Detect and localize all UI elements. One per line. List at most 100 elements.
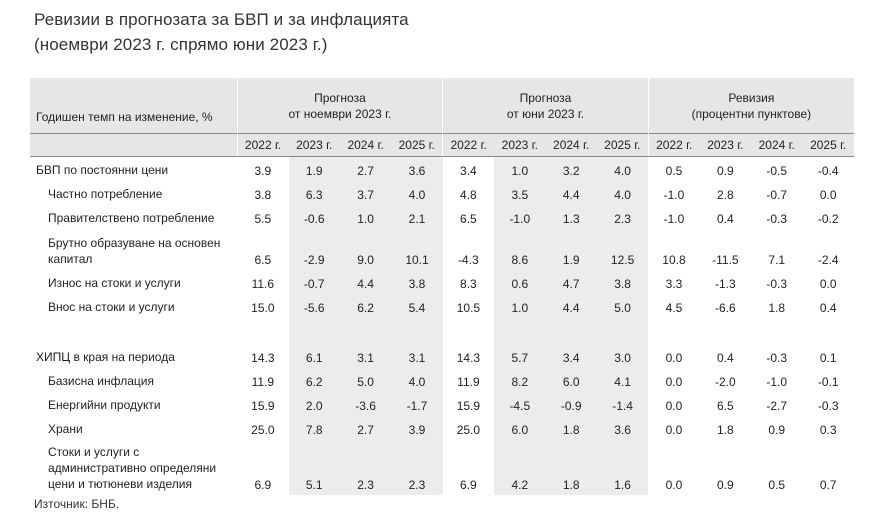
table-cell: 4.8	[460, 188, 477, 202]
table-cell: 3.4	[460, 164, 477, 178]
table-cell: 7.8	[288, 416, 340, 440]
table-cell: -1.0	[494, 205, 546, 229]
table-cell: 0.6	[494, 270, 546, 294]
table-cell: 15.9	[456, 399, 481, 413]
table-cell: -0.3	[766, 277, 788, 291]
table-cell: 6.1	[288, 344, 340, 368]
table-cell: 8.6	[494, 229, 546, 270]
table-cell: 3.7	[339, 181, 392, 205]
table-cell: 6.3	[288, 181, 340, 205]
table-cell: 2.3	[339, 440, 392, 495]
table-cell: 1.3	[545, 205, 597, 229]
table-cell: 25.0	[456, 423, 481, 437]
table-cell: 4.4	[545, 294, 597, 318]
year-header: 2025 г.	[391, 133, 443, 157]
table-cell: 8.2	[494, 368, 546, 392]
table-cell: 0.7	[819, 478, 837, 492]
table-cell: 15.9	[251, 399, 275, 413]
table-cell: 3.0	[596, 344, 649, 368]
year-header: 2022 г.	[647, 133, 700, 157]
row-name: Енергийни продукти	[48, 398, 161, 412]
table-cell: 0.9	[717, 478, 734, 492]
table-cell: 1.8	[545, 416, 597, 440]
table-cell: 3.5	[494, 181, 546, 205]
year-header: 2025 г.	[802, 133, 854, 157]
table-cell: 3.8	[596, 270, 649, 294]
table-cell: 11.6	[251, 277, 275, 291]
table-cell: -0.9	[545, 392, 597, 416]
table-cell: -1.0	[663, 188, 685, 202]
table-cell: -0.3	[766, 351, 788, 365]
table-cell: 9.0	[339, 229, 392, 270]
table-cell: 0.0	[665, 478, 683, 492]
year-header: 2024 г.	[339, 133, 392, 157]
table-cell: -4.3	[458, 253, 479, 267]
group-header-june: Прогноза от юни 2023 г.	[442, 78, 649, 134]
table-cell: 3.1	[391, 344, 443, 368]
table-cell: 7.1	[768, 253, 786, 267]
table-cell: 1.8	[717, 423, 734, 437]
year-header: 2025 г.	[596, 133, 649, 157]
table-cell: 0.5	[768, 478, 786, 492]
table-row: Стоки и услуги с административно определ…	[30, 440, 854, 495]
table-cell: 6.0	[494, 416, 546, 440]
table-cell: -11.5	[712, 253, 739, 267]
table-cell: -3.6	[339, 392, 392, 416]
table-cell: 1.8	[545, 440, 597, 495]
table-cell: 11.9	[457, 375, 480, 389]
row-name: Частно потребление	[48, 187, 163, 201]
table-cell: 0.0	[665, 375, 683, 389]
row-name: Брутно образуване на основен капитал	[48, 236, 221, 266]
table-cell: 6.5	[254, 253, 272, 267]
table-cell: 4.4	[339, 270, 392, 294]
table-cell: -2.9	[288, 229, 340, 270]
table-cell: 1.8	[768, 301, 786, 315]
table-cell: 14.3	[251, 351, 275, 365]
table-cell: 4.1	[596, 368, 649, 392]
table-cell: 4.0	[596, 181, 649, 205]
table-cell: 4.7	[545, 270, 597, 294]
table-row: Енергийни продукти 15.9 2.0 -3.6 -1.7 15.9 -4.…	[30, 392, 854, 416]
table-cell: 5.0	[596, 294, 649, 318]
table-cell: 15.0	[251, 301, 275, 315]
year-header: 2022 г.	[442, 133, 495, 157]
table-cell: -4.5	[494, 392, 546, 416]
table-cell: 8.3	[460, 277, 477, 291]
table-cell: 0.9	[768, 423, 786, 437]
table-row: БВП по постоянни цени 3.9 1.9 2.7 3.6 3.4 1.0 3…	[30, 156, 854, 181]
table-cell: 4.5	[665, 301, 683, 315]
row-label-header: Годишен темп на изменение, %	[30, 78, 238, 134]
table-cell: 2.3	[596, 205, 649, 229]
table-cell: 5.7	[494, 344, 546, 368]
table-cell: 3.8	[391, 270, 443, 294]
table-cell: 0.3	[819, 423, 837, 437]
table-cell: 11.9	[251, 375, 275, 389]
table-cell: -1.4	[596, 392, 649, 416]
table-cell: -0.4	[817, 164, 839, 178]
table-cell: 6.5	[717, 399, 734, 413]
source-note: Източник: БНБ.	[34, 497, 120, 511]
group-header-revision: Ревизия (процентни пунктове)	[647, 78, 854, 134]
table-cell: 4.4	[545, 181, 597, 205]
table-cell: 10.8	[662, 253, 686, 267]
year-header: 2023 г.	[494, 133, 546, 157]
table-cell: 0.0	[819, 277, 837, 291]
table-cell: 3.2	[545, 156, 597, 181]
table-cell: 6.2	[288, 368, 340, 392]
table-cell: -0.7	[766, 188, 788, 202]
row-name: Храни	[48, 422, 83, 436]
table-cell: 1.6	[596, 440, 649, 495]
row-name: Правителствено потребление	[48, 211, 215, 225]
row-name: Износ на стоки и услуги	[48, 276, 181, 290]
table-cell: 5.1	[288, 440, 340, 495]
table-cell: 3.9	[391, 416, 443, 440]
table-cell: 0.4	[819, 301, 837, 315]
table-cell: -0.2	[817, 212, 839, 226]
table-cell: 3.3	[665, 277, 683, 291]
table-cell: 2.0	[288, 392, 340, 416]
table-cell: 1.9	[545, 229, 597, 270]
table-cell: -6.6	[715, 301, 736, 315]
table-row: Брутно образуване на основен капитал 6.5 -…	[30, 229, 854, 270]
table-row: Храни 25.0 7.8 2.7 3.9 25.0 6.0 1.8 3.6 0.0 1.8 0.9…	[30, 416, 854, 440]
table-cell: -0.3	[817, 399, 839, 413]
